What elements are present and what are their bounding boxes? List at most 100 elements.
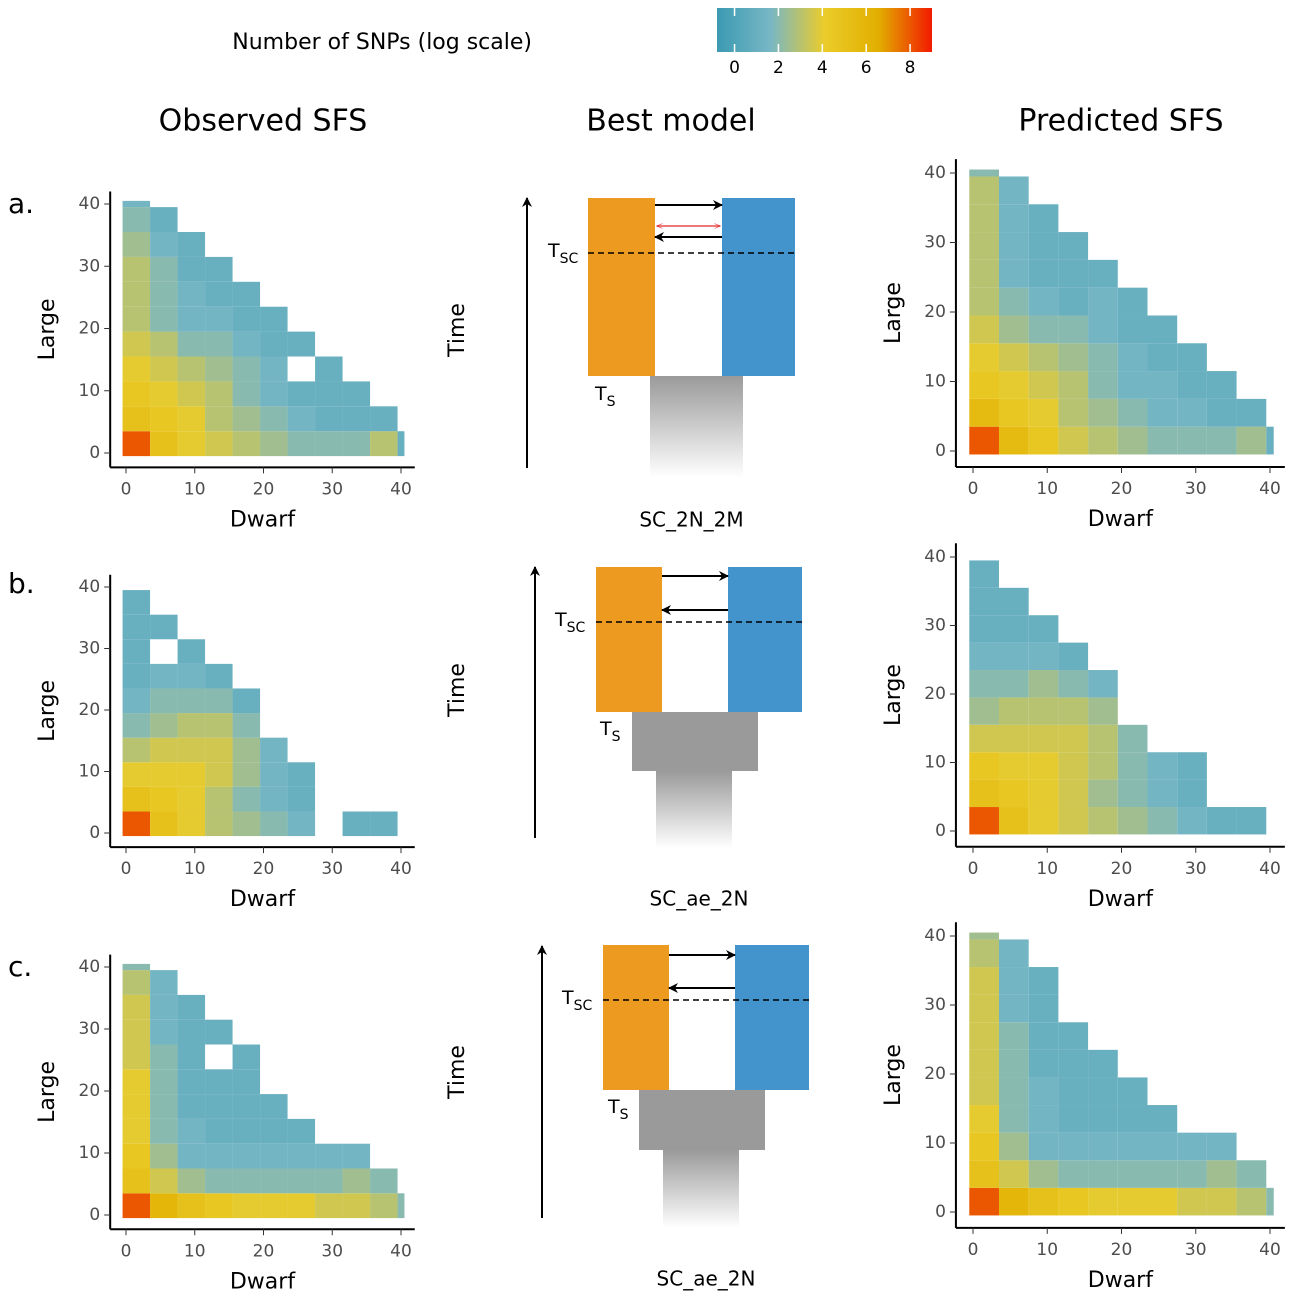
heatmap-cell [177, 1193, 206, 1219]
y-tick-label: 0 [935, 821, 946, 841]
heatmap-cell [1266, 426, 1274, 455]
heatmap-cell [177, 786, 206, 812]
heatmap-cell [998, 398, 1029, 427]
heatmap-cell [1147, 807, 1178, 835]
heatmap-cell [122, 207, 151, 233]
ts-label: TS [607, 1096, 629, 1124]
tsc-sub: SC [574, 998, 593, 1014]
heatmap-cell [1028, 1049, 1059, 1078]
heatmap-cell [1147, 1160, 1178, 1188]
heatmap-cell [177, 994, 206, 1020]
heatmap-cell [1236, 807, 1267, 835]
heatmap-cell [232, 762, 261, 787]
heatmap-cell [1058, 287, 1089, 316]
y-tick-label: 40 [924, 163, 946, 183]
heatmap-cell [205, 1019, 233, 1045]
heatmap-cell [315, 1143, 343, 1169]
heatmap-cell [1058, 232, 1089, 260]
column-title: Predicted SFS [1018, 104, 1223, 139]
heatmap-cell [205, 1168, 233, 1194]
heatmap-cell [1177, 426, 1207, 455]
heatmap-cell [1177, 1160, 1207, 1188]
heatmap-cell [150, 1044, 178, 1070]
heatmap-cell [998, 587, 1029, 616]
heatmap-cell [1028, 426, 1059, 455]
ts-sub: S [607, 394, 616, 410]
y-tick-label: 20 [924, 684, 946, 704]
heatmap-cell [1088, 1105, 1118, 1133]
ts-sub: S [612, 729, 621, 745]
heatmap-cell [122, 614, 151, 640]
heatmap-cell [1117, 779, 1148, 808]
heatmap-cell [969, 1105, 999, 1133]
heatmap-cell [122, 590, 151, 615]
heatmap-cell [969, 343, 999, 372]
heatmap-cell [1088, 315, 1118, 344]
heatmap-cell [150, 688, 178, 714]
heatmap-cell [150, 406, 178, 432]
heatmap-cell [342, 1143, 371, 1169]
heatmap-cell [232, 1069, 261, 1095]
heatmap-cell [287, 1118, 316, 1144]
y-axis-title: Large [881, 282, 906, 344]
heatmap-cell [232, 737, 261, 763]
y-axis-title: Large [35, 1061, 60, 1123]
heatmap-cell [150, 762, 178, 787]
heatmap-cell [969, 779, 999, 808]
model-name: SC_ae_2N [657, 1267, 756, 1291]
y-tick-label: 30 [924, 233, 946, 253]
y-tick-label: 40 [79, 194, 101, 214]
heatmap-cell [969, 1187, 999, 1216]
x-tick-label: 0 [968, 479, 979, 499]
y-tick-label: 30 [79, 1019, 101, 1039]
heatmap-cell [177, 737, 206, 763]
heatmap-cell [1088, 259, 1118, 288]
x-tick-label: 20 [253, 859, 275, 879]
heatmap-cell [1117, 371, 1148, 399]
heatmap-cell [1058, 1105, 1089, 1133]
heatmap-cell [205, 1118, 233, 1144]
heatmap-cell [998, 939, 1029, 968]
heatmap-cell [150, 431, 178, 457]
heatmap-cell [122, 970, 151, 995]
heatmap-cell [260, 786, 288, 812]
heatmap-cell [122, 663, 151, 689]
heatmap-cell [1117, 426, 1148, 455]
y-tick-label: 30 [79, 639, 101, 659]
heatmap-cell [969, 371, 999, 399]
heatmap-cell [287, 1193, 316, 1219]
heatmap-cell [150, 1193, 178, 1219]
heatmap-cell [122, 963, 151, 971]
heatmap-cell [287, 331, 316, 357]
heatmap-cell [1088, 779, 1118, 808]
heatmap-cell [1117, 752, 1148, 780]
heatmap-cell [998, 670, 1029, 698]
heatmap-cell [232, 811, 261, 837]
heatmap-cell [150, 256, 178, 282]
heatmap-cell [1088, 1160, 1118, 1188]
heatmap-cell [232, 381, 261, 407]
pop-orange [603, 945, 669, 1090]
heatmap-cell [1147, 779, 1178, 808]
y-axis-title: Large [35, 298, 60, 360]
ancestral-pop [632, 712, 758, 771]
ancestral-pop [639, 1090, 765, 1150]
x-axis-title: Dwarf [230, 1269, 296, 1294]
heatmap-cell [969, 939, 999, 968]
heatmap-cell [232, 713, 261, 738]
heatmap-cell [342, 1193, 371, 1219]
y-tick-label: 40 [924, 926, 946, 946]
heatmap-cell [1236, 1187, 1267, 1216]
y-tick-label: 40 [924, 547, 946, 567]
x-axis-title: Dwarf [230, 507, 296, 532]
heatmap-cell [969, 315, 999, 344]
colorbar-tick-label: 6 [861, 58, 872, 78]
heatmap-cell [1147, 426, 1178, 455]
heatmap-cell [122, 688, 151, 714]
x-tick-label: 10 [184, 479, 206, 499]
heatmap-cell [150, 331, 178, 357]
heatmap-cell [998, 752, 1029, 780]
heatmap-cell [1028, 259, 1059, 288]
heatmap-cell [287, 811, 316, 837]
x-tick-label: 0 [121, 479, 132, 499]
